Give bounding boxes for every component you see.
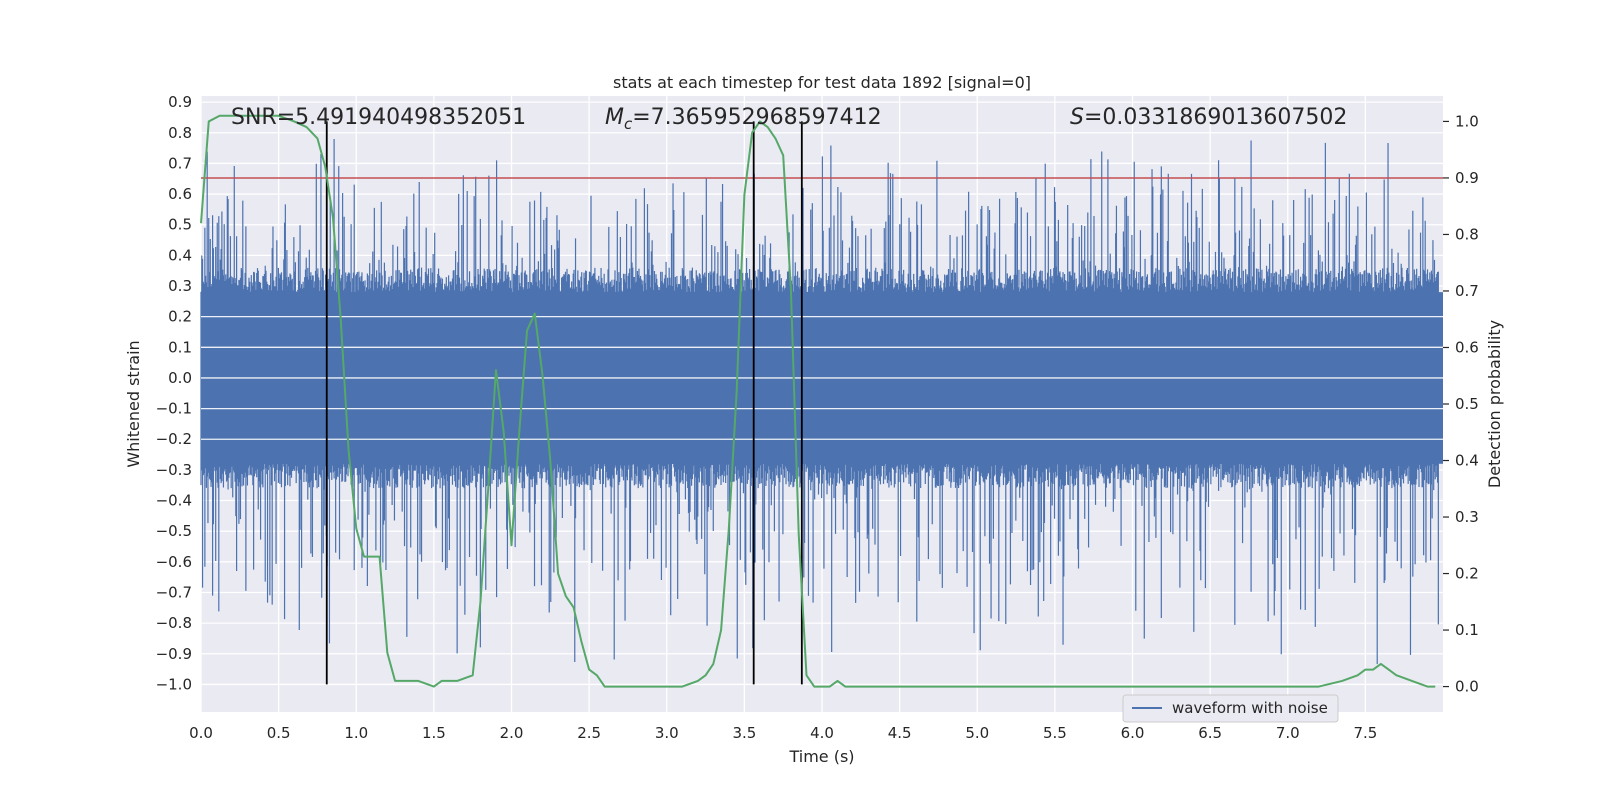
y-tick-label: 0.4 xyxy=(168,246,192,264)
y-tick-label: 0.3 xyxy=(168,277,192,295)
y2-axis-ticks: 1.0 0.9 0.8 0.7 0.6 0.5 0.4 0.3 0.2 0.1 0.0 xyxy=(1443,112,1479,696)
y2-tick-label: 0.1 xyxy=(1455,621,1479,639)
x-tick-label: 4.5 xyxy=(888,724,912,742)
y-tick-label: 0.2 xyxy=(168,308,192,326)
y-tick-label: −0.6 xyxy=(156,553,192,571)
x-tick-label: 0.5 xyxy=(267,724,291,742)
y-tick-label: 0.7 xyxy=(168,154,192,172)
y2-tick-label: 0.6 xyxy=(1455,338,1479,356)
y2-tick-label: 0.7 xyxy=(1455,282,1479,300)
x-tick-label: 3.5 xyxy=(732,724,756,742)
y-tick-label: −1.0 xyxy=(156,675,192,693)
y-tick-label: −0.5 xyxy=(156,522,192,540)
significance-symbol: S xyxy=(1070,105,1084,130)
significance-annotation: S=0.0331869013607502 xyxy=(1070,105,1347,130)
y2-tick-label: 0.8 xyxy=(1455,225,1479,243)
y-tick-label: 0.5 xyxy=(168,216,192,234)
y-tick-label: 0.0 xyxy=(168,369,192,387)
y-tick-label: 0.8 xyxy=(168,124,192,142)
chirp-mass-subscript: c xyxy=(624,115,633,133)
chirp-mass-symbol: M xyxy=(605,105,624,130)
x-tick-label: 7.0 xyxy=(1276,724,1300,742)
x-tick-label: 6.5 xyxy=(1198,724,1222,742)
x-tick-label: 1.0 xyxy=(344,724,368,742)
probability-line xyxy=(200,114,1436,688)
x-tick-label: 1.5 xyxy=(422,724,446,742)
y2-tick-label: 0.9 xyxy=(1455,169,1479,187)
y-tick-label: −0.9 xyxy=(156,645,192,663)
significance-value: =0.0331869013607502 xyxy=(1084,105,1347,130)
y-axis-ticks: 0.9 0.8 0.7 0.6 0.5 0.4 0.3 0.2 0.1 0.0 −0.1 −0.2 −0… xyxy=(156,93,192,693)
y-tick-label: −0.7 xyxy=(156,583,192,601)
legend-label-waveform: waveform with noise xyxy=(1172,699,1328,717)
y-tick-label: −0.8 xyxy=(156,614,192,632)
waveform-series xyxy=(200,138,1443,665)
y2-tick-label: 0.4 xyxy=(1455,452,1479,470)
y-tick-label: 0.9 xyxy=(168,93,192,111)
x-tick-label: 0.0 xyxy=(189,724,213,742)
x-axis-label: Time (s) xyxy=(788,747,854,766)
y-tick-label: 0.1 xyxy=(168,338,192,356)
y-axis-label: Whitened strain xyxy=(124,340,143,467)
y-tick-label: −0.4 xyxy=(156,492,192,510)
y2-axis-label: Detection probability xyxy=(1485,320,1504,488)
x-tick-label: 5.5 xyxy=(1043,724,1067,742)
y-tick-label: −0.2 xyxy=(156,430,192,448)
y-tick-label: −0.1 xyxy=(156,400,192,418)
x-tick-label: 2.0 xyxy=(500,724,524,742)
x-tick-label: 3.0 xyxy=(655,724,679,742)
y2-tick-label: 0.3 xyxy=(1455,508,1479,526)
x-tick-label: 2.5 xyxy=(577,724,601,742)
y2-tick-label: 0.0 xyxy=(1455,678,1479,696)
y2-tick-label: 0.5 xyxy=(1455,395,1479,413)
y2-tick-label: 0.2 xyxy=(1455,565,1479,583)
probability-series xyxy=(200,114,1436,688)
x-tick-label: 7.5 xyxy=(1353,724,1377,742)
y-tick-label: −0.3 xyxy=(156,461,192,479)
chirp-mass-annotation: Mc=7.365952968597412 xyxy=(605,105,882,133)
x-tick-label: 6.0 xyxy=(1121,724,1145,742)
x-axis-ticks: 0.0 0.5 1.0 1.5 2.0 2.5 3.0 3.5 4.0 4.5 5.0 5.5 6.0 6… xyxy=(189,724,1377,742)
y2-tick-label: 1.0 xyxy=(1455,112,1479,130)
chirp-mass-value: =7.365952968597412 xyxy=(632,105,881,130)
snr-annotation: SNR=5.491940498352051 xyxy=(231,105,526,130)
chart-title: stats at each timestep for test data 189… xyxy=(613,73,1031,92)
x-tick-label: 4.0 xyxy=(810,724,834,742)
y-tick-label: 0.6 xyxy=(168,185,192,203)
legend-box xyxy=(1122,694,1339,723)
x-tick-label: 5.0 xyxy=(965,724,989,742)
legend: waveform with noise xyxy=(1122,694,1339,723)
